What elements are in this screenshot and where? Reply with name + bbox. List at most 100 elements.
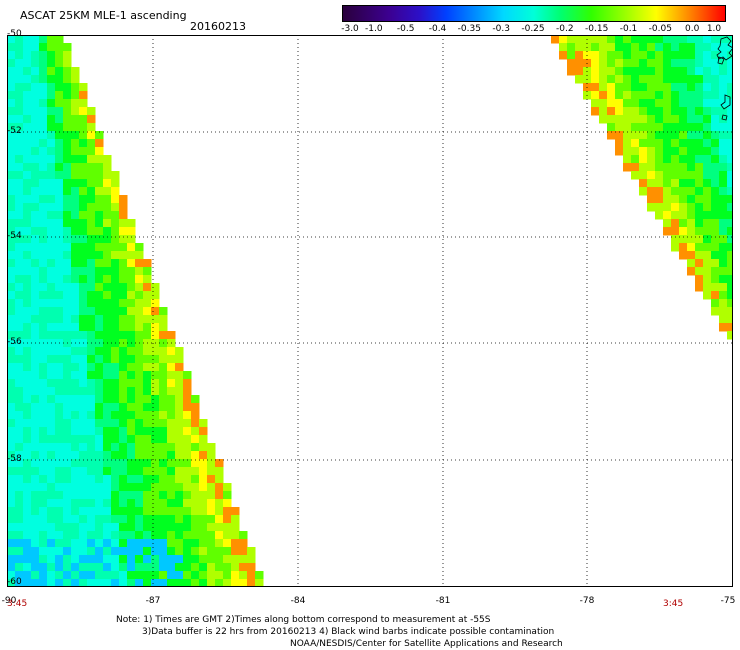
swath-cell [719,283,728,292]
swath-cell [55,563,64,572]
swath-cell [63,219,72,228]
swath-cell [39,499,48,508]
swath-cell [687,235,696,244]
swath-cell [31,523,40,532]
swath-cell [63,331,72,340]
swath-cell [47,267,56,276]
swath-cell [639,43,648,52]
swath-cell [615,75,624,84]
swath-cell [47,331,56,340]
swath-cell [679,51,688,60]
swath-cell [127,547,136,556]
swath-cell [87,475,96,484]
swath-cell [95,451,104,460]
swath-cell [55,171,64,180]
swath-cell [151,555,160,564]
swath-cell [79,395,88,404]
swath-cell [703,155,712,164]
swath-cell [7,203,16,212]
swath-cell [39,571,48,580]
swath-cell [71,539,80,548]
swath-cell [47,179,56,188]
swath-cell [191,451,200,460]
swath-cell [167,347,176,356]
swath-cell [719,163,728,172]
swath-cell [175,355,184,364]
swath-cell [23,539,32,548]
swath-cell [199,443,208,452]
swath-cell [591,59,600,68]
swath-cell [55,99,64,108]
colorbar-tick-label: 0.0 [684,24,700,34]
swath-cell [15,467,24,476]
swath-cell [55,155,64,164]
swath-cell [703,43,712,52]
swath-cell [31,187,40,196]
swath-cell [727,147,733,156]
swath-cell [111,243,120,252]
swath-cell [7,531,16,540]
swath-cell [111,435,120,444]
swath-cell [39,35,48,44]
swath-cell [15,547,24,556]
swath-cell [127,571,136,580]
swath-cell [71,219,80,228]
swath-cell [159,539,168,548]
swath-cell [143,443,152,452]
swath-cell [719,67,728,76]
swath-cell [103,267,112,276]
swath-cell [143,307,152,316]
swath-cell [15,75,24,84]
swath-cell [15,227,24,236]
swath-cell [47,467,56,476]
swath-cell [191,531,200,540]
swath-cell [719,259,728,268]
swath-cell [199,419,208,428]
swath-cell [135,427,144,436]
swath-cell [87,555,96,564]
swath-cell [127,243,136,252]
swath-cell [567,51,576,60]
swath-cell [719,227,728,236]
swath-cell [119,307,128,316]
swath-cell [183,483,192,492]
swath-cell [87,107,96,116]
swath-cell [199,451,208,460]
swath-cell [103,171,112,180]
swath-cell [199,539,208,548]
swath-cell [615,99,624,108]
swath-cell [231,539,240,548]
swath-cell [63,539,72,548]
swath-cell [127,323,136,332]
swath-cell [31,515,40,524]
swath-cell [591,91,600,100]
swath-cell [191,499,200,508]
swath-cell [639,147,648,156]
swath-cell [7,107,16,116]
swath-cell [79,371,88,380]
swath-cell [711,307,720,316]
swath-cell [231,547,240,556]
swath-cell [103,451,112,460]
swath-cell [55,59,64,68]
swath-cell [39,331,48,340]
swath-cell [23,323,32,332]
swath-cell [143,363,152,372]
swath-cell [663,75,672,84]
swath-cell [119,379,128,388]
swath-cell [63,203,72,212]
swath-cell [87,251,96,260]
swath-cell [695,91,704,100]
swath-cell [671,227,680,236]
swath-cell [623,123,632,132]
swath-cell [111,379,120,388]
swath-cell [95,387,104,396]
swath-cell [687,35,696,44]
swath-cell [119,235,128,244]
colorbar-tick-label: -0.3 [492,24,510,34]
swath-cell [39,115,48,124]
swath-cell [255,579,264,587]
swath-cell [671,123,680,132]
swath-cell [71,371,80,380]
swath-cell [719,187,728,196]
